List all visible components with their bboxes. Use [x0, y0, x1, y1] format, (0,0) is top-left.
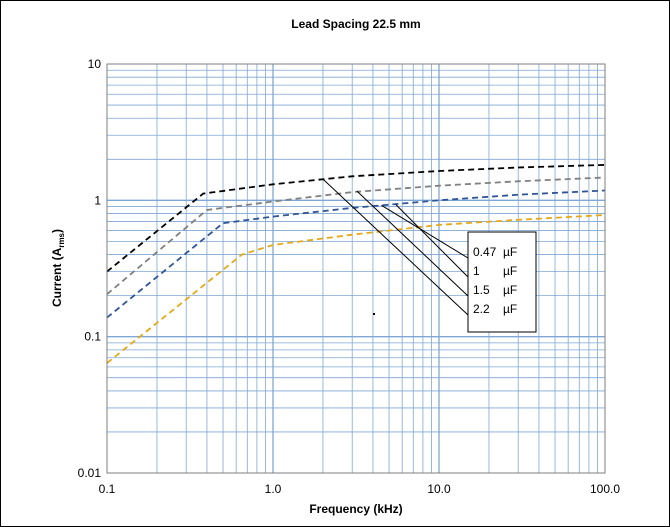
- y-tick-label-4: 10: [88, 57, 102, 71]
- legend: 0.47 µF 1 µF 1.5 µF 2.2 µF: [467, 231, 537, 333]
- y-axis-label-main: Current (A: [50, 247, 64, 307]
- y-axis-label: Current (Arms): [50, 229, 66, 307]
- legend-box: [467, 231, 537, 333]
- data-series: [106, 164, 606, 364]
- y-axis-ticks: 0.01 0.1 1 10: [78, 57, 102, 480]
- legend-entry-1: 0.47 µF: [473, 245, 517, 259]
- series-line-4: [106, 214, 606, 364]
- legend-entry-2: 1 µF: [473, 264, 517, 278]
- plot-area-border: [106, 63, 606, 474]
- legend-entry-3: 1.5 µF: [473, 283, 517, 297]
- x-tick-label-4: 100.0: [590, 482, 620, 496]
- legend-leader-line-2: [395, 204, 469, 278]
- y-axis-label-subscript: rms: [57, 232, 66, 247]
- stray-dot: [373, 313, 375, 315]
- legend-leader-lines: [322, 178, 469, 316]
- y-tick-label-3: 1: [94, 193, 101, 207]
- x-axis-ticks: 0.1 1.0 10.0 100.0: [99, 482, 621, 496]
- legend-leader-line-3: [356, 190, 469, 297]
- legend-leader-line-1: [381, 204, 469, 259]
- y-tick-label-1: 0.01: [78, 466, 102, 480]
- x-tick-label-1: 0.1: [99, 482, 116, 496]
- legend-entry-4: 2.2 µF: [473, 302, 517, 316]
- legend-leader-line-4: [322, 178, 469, 316]
- y-axis-label-close: ): [50, 229, 64, 233]
- x-tick-label-2: 1.0: [265, 482, 282, 496]
- x-axis-label: Frequency (kHz): [309, 502, 402, 516]
- series-line-2: [106, 176, 606, 295]
- chart-title: Lead Spacing 22.5 mm: [291, 17, 420, 31]
- series-line-1: [106, 164, 606, 273]
- x-tick-label-3: 10.0: [427, 482, 451, 496]
- y-tick-label-2: 0.1: [84, 330, 101, 344]
